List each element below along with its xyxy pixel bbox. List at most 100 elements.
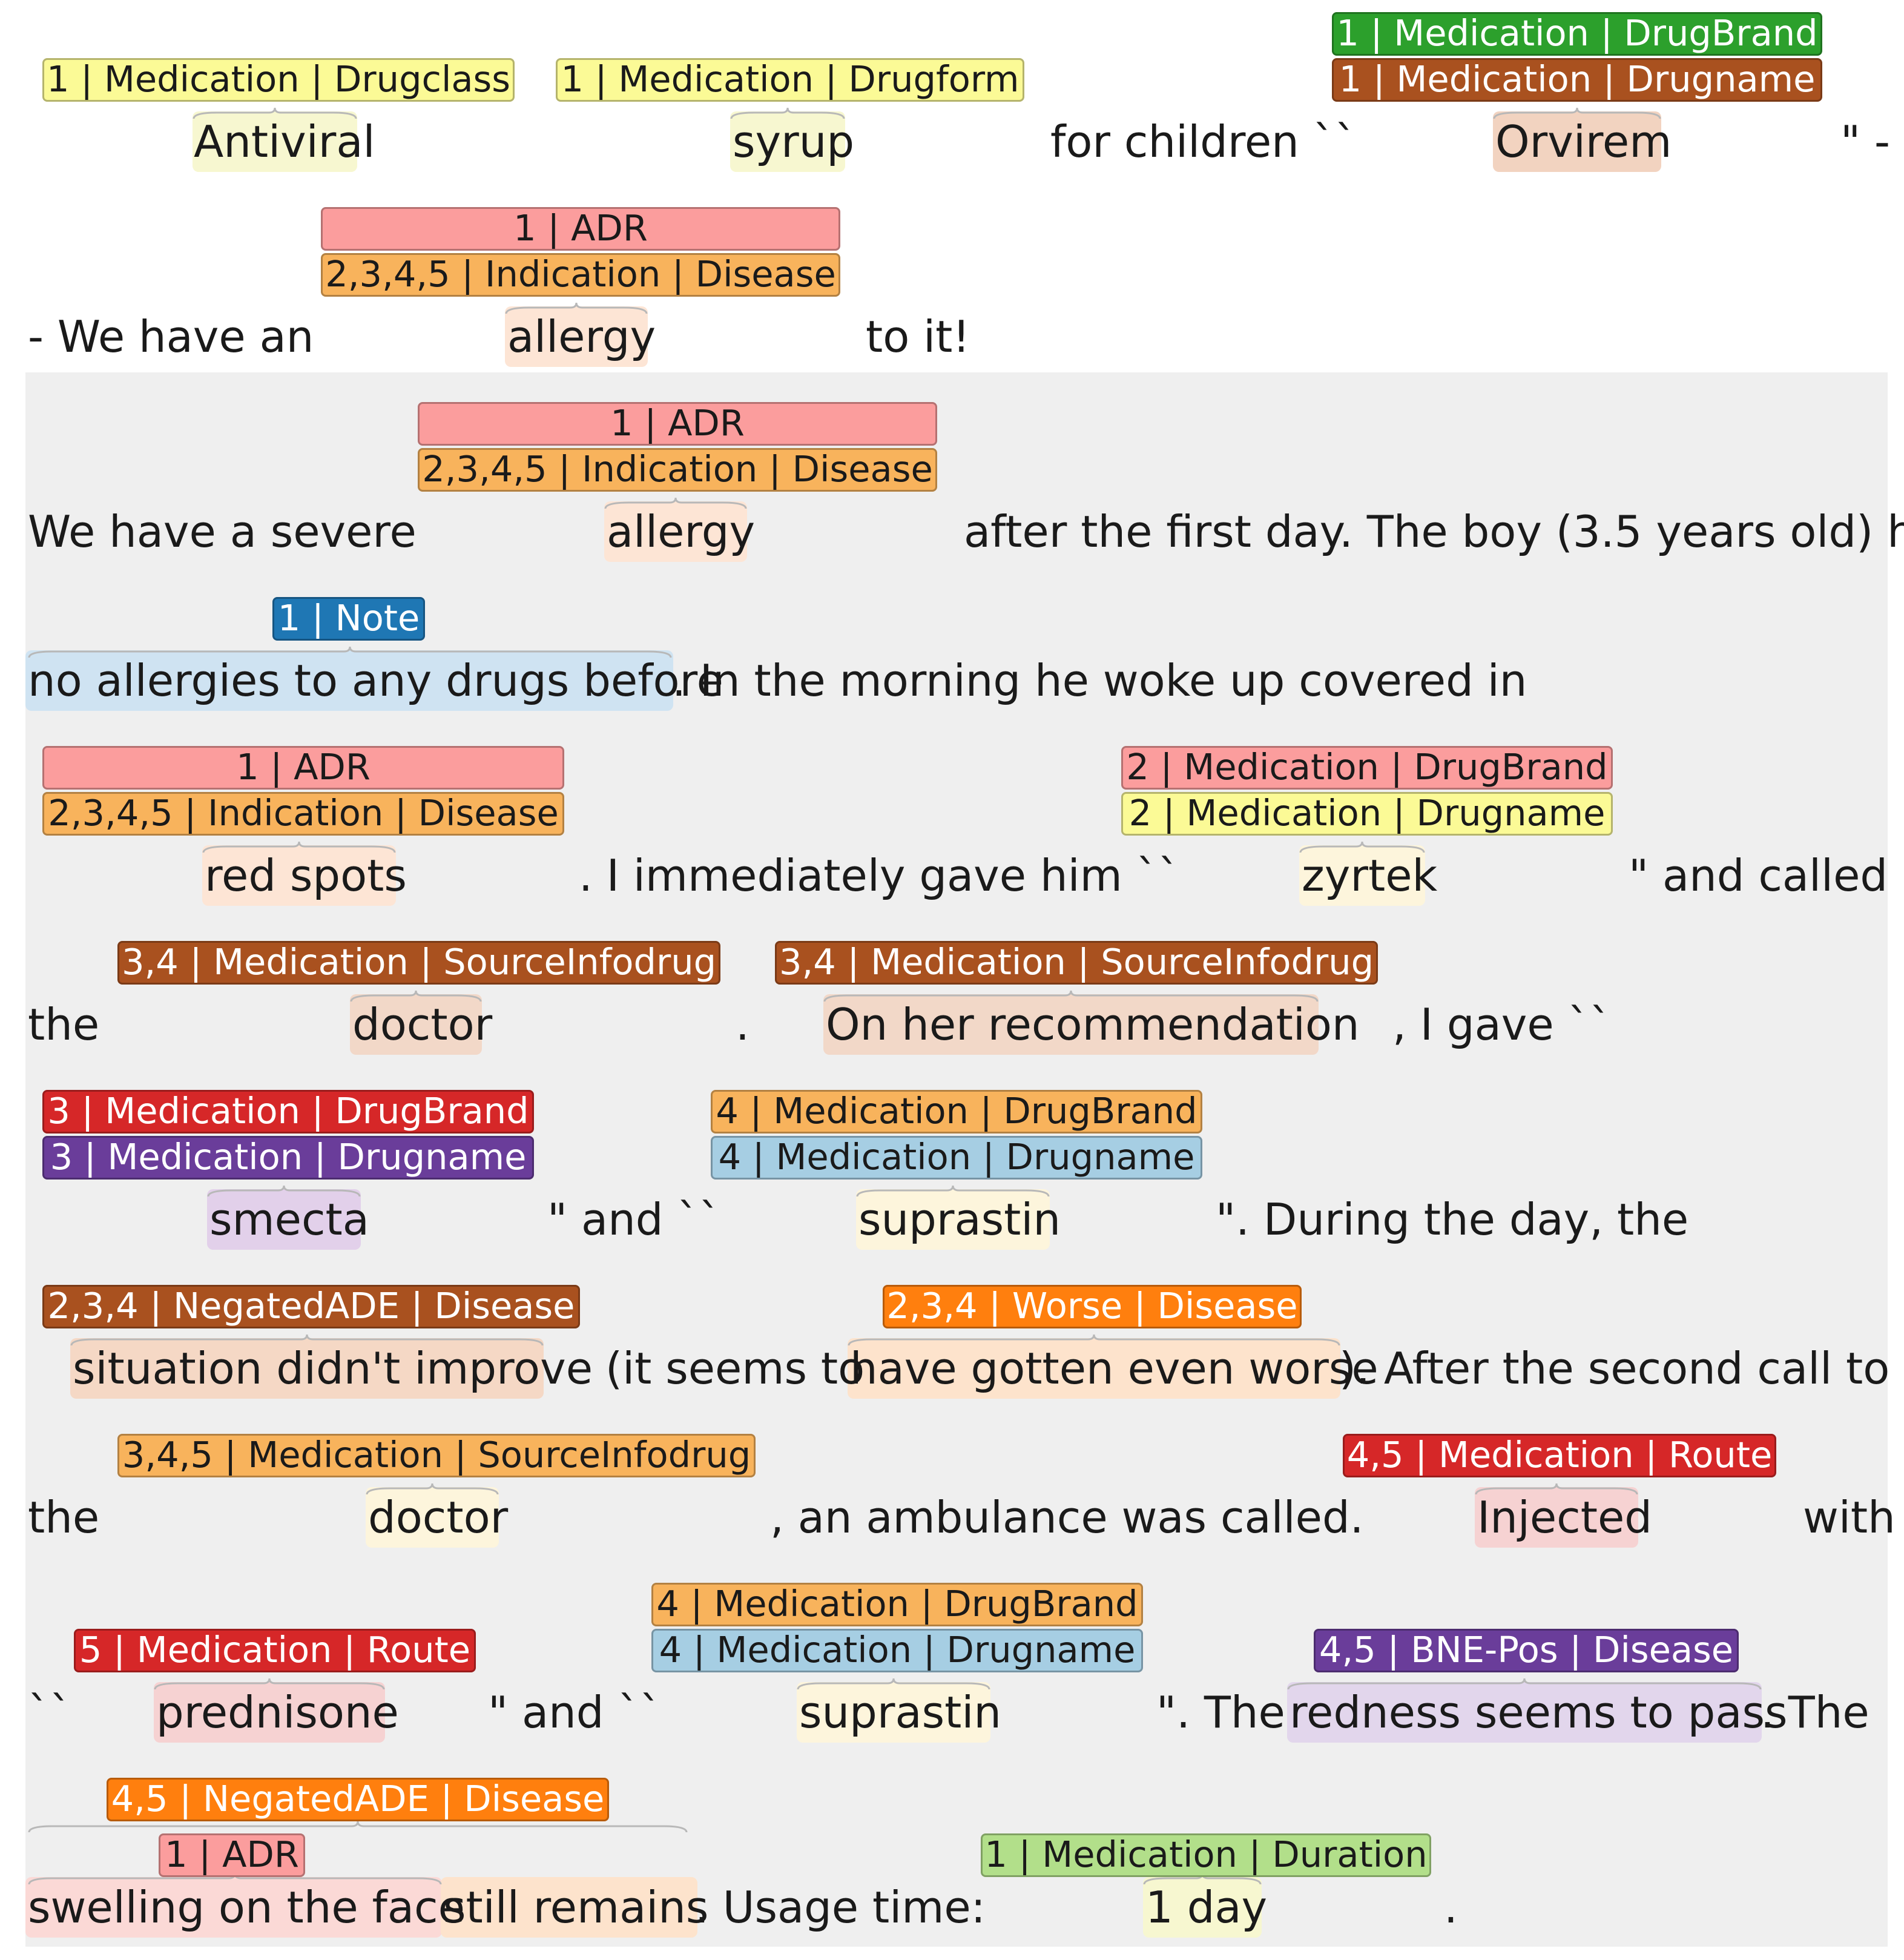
- document-token: We have a severe: [28, 506, 417, 557]
- entity-label[interactable]: 1 | Medication | Drugform: [556, 58, 1024, 102]
- span-highlight: [856, 1189, 1050, 1250]
- entity-label[interactable]: 2,3,4,5 | Indication | Disease: [418, 448, 937, 492]
- document-token: have gotten even worse: [850, 1343, 1379, 1394]
- entity-label[interactable]: 3,4,5 | Medication | SourceInfodrug: [117, 1434, 756, 1477]
- entity-label[interactable]: 2,3,4,5 | Indication | Disease: [321, 253, 840, 297]
- entity-label[interactable]: 4,5 | NegatedADE | Disease: [107, 1778, 609, 1821]
- document-token: to it!: [866, 311, 970, 362]
- span-highlight: [207, 1189, 361, 1250]
- document-token: , an ambulance was called.: [770, 1492, 1364, 1543]
- span-bracket: [1299, 841, 1425, 853]
- entity-label[interactable]: 1 | ADR: [418, 402, 937, 446]
- entity-label[interactable]: 4 | Medication | Drugname: [651, 1629, 1143, 1672]
- entity-label[interactable]: 3 | Medication | Drugname: [42, 1136, 534, 1180]
- span-highlight: [848, 1338, 1340, 1399]
- document-token: 1 day: [1145, 1882, 1268, 1933]
- span-highlight: [350, 994, 482, 1055]
- span-highlight: [730, 111, 845, 172]
- entity-label[interactable]: 4 | Medication | DrugBrand: [711, 1090, 1202, 1133]
- document-token: ``: [28, 1687, 71, 1738]
- span-highlight: [202, 845, 396, 906]
- document-token: after the first day. The boy (3.5 years …: [964, 506, 1904, 557]
- span-highlight: [1493, 111, 1661, 172]
- entity-label[interactable]: 2 | Medication | DrugBrand: [1121, 746, 1613, 790]
- span-bracket: [823, 990, 1319, 1002]
- span-bracket: [797, 1678, 990, 1690]
- span-highlight: [193, 111, 357, 172]
- entity-label[interactable]: 1 | Medication | Drugname: [1332, 58, 1822, 102]
- span-bracket: [1287, 1678, 1762, 1690]
- span-bracket: [366, 1483, 499, 1495]
- document-token: smecta: [209, 1194, 369, 1245]
- span-highlight: [366, 1487, 499, 1548]
- document-token: situation didn't improve: [73, 1343, 593, 1394]
- entity-label[interactable]: 1 | ADR: [159, 1833, 305, 1877]
- document-token: . I immediately gave him ``: [579, 850, 1180, 901]
- span-highlight: [505, 306, 648, 367]
- span-highlight: [1287, 1682, 1762, 1743]
- document-token: suprastin: [799, 1687, 1001, 1738]
- entity-label[interactable]: 3,4 | Medication | SourceInfodrug: [117, 941, 720, 985]
- span-bracket: [604, 497, 747, 509]
- span-bracket: [1493, 107, 1661, 119]
- entity-label[interactable]: 1 | Note: [272, 597, 425, 641]
- document-token: On her recommendation: [826, 999, 1360, 1050]
- span-highlight: [604, 501, 747, 562]
- entity-label[interactable]: 1 | ADR: [42, 746, 564, 790]
- entity-label[interactable]: 4 | Medication | DrugBrand: [651, 1583, 1143, 1626]
- entity-label[interactable]: 2 | Medication | Drugname: [1121, 792, 1613, 836]
- span-bracket: [350, 990, 482, 1002]
- span-bracket: [848, 1334, 1340, 1346]
- document-token: Antiviral: [194, 116, 375, 167]
- span-highlight: [441, 1877, 697, 1938]
- document-token: " and ``: [488, 1687, 662, 1738]
- document-token: with: [1803, 1492, 1896, 1543]
- entity-label[interactable]: 4,5 | BNE-Pos | Disease: [1314, 1629, 1739, 1672]
- document-token: still remains: [443, 1882, 709, 1933]
- entity-label[interactable]: 1 | Medication | DrugBrand: [1332, 12, 1822, 56]
- span-bracket: [1475, 1483, 1638, 1495]
- document-token: . Usage time:: [695, 1882, 986, 1933]
- document-token: doctor: [368, 1492, 509, 1543]
- entity-label[interactable]: 5 | Medication | Route: [74, 1629, 476, 1672]
- document-token: - We have an: [28, 311, 314, 362]
- document-token: no allergies to any drugs before: [28, 655, 723, 706]
- entity-label[interactable]: 1 | Medication | Drugclass: [42, 58, 515, 102]
- document-token: redness seems to pass: [1290, 1687, 1788, 1738]
- span-highlight: [25, 650, 673, 711]
- document-token: suprastin: [858, 1194, 1061, 1245]
- span-highlight: [797, 1682, 990, 1743]
- document-token: the: [28, 999, 100, 1050]
- document-token: doctor: [352, 999, 493, 1050]
- span-highlight: [823, 994, 1319, 1055]
- document-token: syrup: [733, 116, 855, 167]
- entity-label[interactable]: 1 | Medication | Duration: [981, 1833, 1431, 1877]
- span-bracket: [505, 302, 648, 314]
- document-token: swelling on the face: [28, 1882, 465, 1933]
- document-token: " -: [1840, 116, 1890, 167]
- span-bracket: [207, 1185, 361, 1197]
- document-token: Orvirem: [1495, 116, 1672, 167]
- entity-label[interactable]: 2,3,4 | NegatedADE | Disease: [42, 1285, 580, 1328]
- document-token: .: [736, 999, 749, 1050]
- document-token: ". During the day, the: [1216, 1194, 1689, 1245]
- entity-label[interactable]: 3,4 | Medication | SourceInfodrug: [775, 941, 1378, 985]
- entity-label[interactable]: 4,5 | Medication | Route: [1343, 1434, 1776, 1477]
- document-token: allergy: [507, 311, 656, 362]
- entity-label[interactable]: 1 | ADR: [321, 207, 840, 251]
- document-token: . The: [1761, 1687, 1869, 1738]
- entity-label[interactable]: 4 | Medication | Drugname: [711, 1136, 1202, 1180]
- span-bracket: [193, 107, 357, 119]
- entity-label[interactable]: 3 | Medication | DrugBrand: [42, 1090, 534, 1133]
- entity-label[interactable]: 2,3,4,5 | Indication | Disease: [42, 792, 564, 836]
- span-bracket: [70, 1334, 544, 1346]
- document-token: for children ``: [1050, 116, 1357, 167]
- span-bracket: [202, 841, 396, 853]
- entity-label[interactable]: 2,3,4 | Worse | Disease: [883, 1285, 1302, 1328]
- document-token: (it seems to: [605, 1343, 865, 1394]
- document-token: .: [1444, 1882, 1458, 1933]
- span-highlight: [25, 1877, 442, 1938]
- document-token: ". The: [1156, 1687, 1285, 1738]
- span-highlight: [1475, 1487, 1638, 1548]
